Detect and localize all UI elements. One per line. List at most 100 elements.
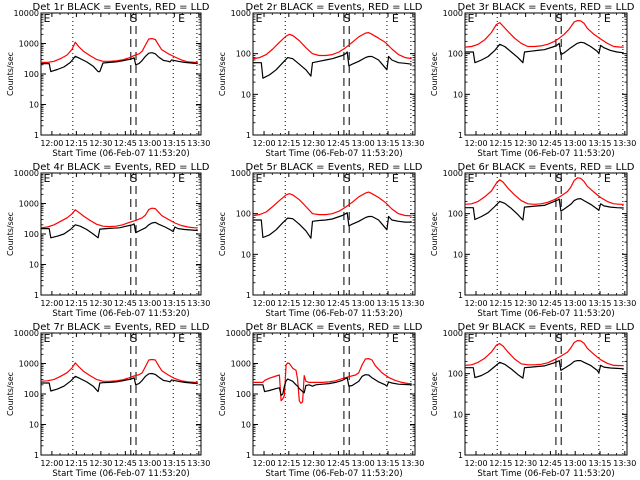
- panel-8-ytick-label: 100: [236, 390, 251, 399]
- panel-4-xtick-label: 13:00: [138, 299, 161, 308]
- panel-2-series-events: [253, 51, 412, 79]
- panel-2-title: Det 2r BLACK = Events, RED = LLD: [246, 2, 423, 13]
- panel-8-ytick-label: 10000: [226, 329, 251, 338]
- panel-3-frame: [464, 12, 628, 136]
- panel-4-title: Det 4r BLACK = Events, RED = LLD: [33, 162, 210, 173]
- panel-4-xtick-label: 12:00: [40, 299, 63, 308]
- panel-7-ytick-label: 10000: [14, 329, 39, 338]
- panel-9-series-lld: [464, 340, 624, 367]
- panel-5-marker-e-right: E: [392, 172, 399, 185]
- panel-9-xtick-label: 13:30: [613, 459, 636, 468]
- panel-5-series-lld: [252, 191, 412, 217]
- panel-2-marker-e-right: E: [392, 12, 399, 25]
- panel-9-ytick-label: 1000: [443, 329, 463, 338]
- panel-8-xtick-label: 12:00: [252, 459, 275, 468]
- panel-8-marker-s: S: [344, 332, 351, 345]
- panel-7-ylabel: Counts/sec: [6, 372, 15, 416]
- panel-9-xtick-label: 13:15: [588, 459, 611, 468]
- panel-4-ytick-label: 10000: [14, 169, 39, 178]
- panel-2-ytick-label: 1: [246, 131, 251, 140]
- panel-2-xtick-label: 13:30: [401, 139, 424, 148]
- panel-1-series-lld: [41, 37, 198, 64]
- panel-8-xtick-label: 13:15: [376, 459, 399, 468]
- panel-9-marker-e-left: E: [467, 332, 474, 345]
- panel-6-marker-s: S: [556, 172, 563, 185]
- panel-5-xtick-label: 13:00: [352, 299, 375, 308]
- panel-6-ytick-label: 1: [458, 291, 463, 300]
- panel-7-series-lld: [40, 358, 198, 383]
- panel-9-frame: [464, 332, 628, 456]
- panel-2-ytick-label: 1000: [231, 9, 251, 18]
- panel-1-series-events: [41, 52, 198, 73]
- panel-3-series-events: [465, 41, 624, 64]
- panel-2-xtick-label: 13:15: [376, 139, 399, 148]
- panel-3-ylabel: Counts/sec: [430, 52, 439, 96]
- panel-1-xtick-label: 13:00: [138, 139, 161, 148]
- panel-4-ytick-label: 100: [24, 230, 39, 239]
- panel-8-title: Det 8r BLACK = Events, RED = LLD: [246, 322, 423, 333]
- panel-4-ytick-label: 10: [29, 261, 39, 270]
- panel-5-xtick-label: 12:30: [302, 299, 325, 308]
- panel-5-xtick-label: 12:45: [327, 299, 350, 308]
- panel-1-ytick-label: 10: [29, 101, 39, 110]
- panel-7-xtick-label: 13:30: [187, 459, 210, 468]
- panel-8-marker-e-right: E: [392, 332, 399, 345]
- panel-2-ylabel: Counts/sec: [218, 52, 227, 96]
- panel-1-xtick-label: 12:15: [65, 139, 88, 148]
- panel-8-xlabel: Start Time (06-Feb-07 11:53:20): [265, 469, 402, 479]
- panel-3-xtick-label: 12:45: [539, 139, 562, 148]
- panel-8-xtick-label: 13:30: [401, 459, 424, 468]
- panel-7-ytick-label: 1000: [19, 360, 39, 369]
- panel-8-ytick-label: 1000: [231, 360, 251, 369]
- panel-5-xtick-label: 12:15: [277, 299, 300, 308]
- panel-1-xlabel: Start Time (06-Feb-07 11:53:20): [52, 149, 189, 159]
- panel-3-xtick-label: 12:30: [514, 139, 537, 148]
- panel-6-xtick-label: 12:00: [464, 299, 487, 308]
- panel-1-xtick-label: 12:30: [89, 139, 112, 148]
- panel-3-ytick-label: 1: [458, 131, 463, 140]
- panel-7-frame: [40, 332, 202, 456]
- panel-6-xtick-label: 12:30: [514, 299, 537, 308]
- panel-2-ytick-label: 10: [241, 90, 251, 99]
- panel-3-xlabel: Start Time (06-Feb-07 11:53:20): [477, 149, 614, 159]
- panel-1-xtick-label: 12:00: [40, 139, 63, 148]
- panel-7-xtick-label: 13:15: [163, 459, 186, 468]
- panel-5-title: Det 5r BLACK = Events, RED = LLD: [246, 162, 423, 173]
- panel-3-title: Det 3r BLACK = Events, RED = LLD: [458, 2, 635, 13]
- panel-5-frame: [252, 172, 416, 296]
- panel-2-xtick-label: 12:45: [327, 139, 350, 148]
- panel-4-marker-s: S: [130, 172, 137, 185]
- panel-7-ytick-label: 1: [34, 451, 39, 460]
- panel-5-xtick-label: 13:30: [401, 299, 424, 308]
- panel-5-xtick-label: 13:15: [376, 299, 399, 308]
- panel-1-xtick-label: 12:45: [114, 139, 137, 148]
- panel-6-xtick-label: 13:00: [564, 299, 587, 308]
- panel-6-frame: [464, 172, 628, 296]
- panel-2-xtick-label: 12:30: [302, 139, 325, 148]
- panel-5-ytick-label: 1000: [231, 169, 251, 178]
- panel-4-xlabel: Start Time (06-Feb-07 11:53:20): [52, 309, 189, 319]
- panel-5-ytick-label: 10: [241, 250, 251, 259]
- panel-1-ytick-label: 10000: [14, 9, 39, 18]
- panel-2-series-lld: [252, 31, 412, 60]
- panel-7-marker-e-right: E: [178, 332, 185, 345]
- panel-6-title: Det 6r BLACK = Events, RED = LLD: [458, 162, 635, 173]
- panel-2-ytick-label: 100: [236, 50, 251, 59]
- panel-4-frame: [40, 172, 202, 296]
- panel-7-title: Det 7r BLACK = Events, RED = LLD: [33, 322, 210, 333]
- panel-3-ytick-label: 10: [453, 90, 463, 99]
- panel-9-xtick-label: 12:00: [464, 459, 487, 468]
- panel-4-series-lld: [40, 207, 198, 229]
- panel-6-ytick-label: 1000: [443, 169, 463, 178]
- panel-4-ylabel: Counts/sec: [6, 212, 15, 256]
- panel-8-marker-e-left: E: [255, 332, 262, 345]
- panel-1-marker-e-left: E: [43, 12, 50, 25]
- panel-1-title: Det 1r BLACK = Events, RED = LLD: [33, 2, 210, 13]
- panel-4-ytick-label: 1: [34, 291, 39, 300]
- panel-3-xtick-label: 13:15: [588, 139, 611, 148]
- panel-6-ytick-label: 10: [453, 250, 463, 259]
- panel-3-ytick-label: 1000: [443, 9, 463, 18]
- panel-9-xtick-label: 13:00: [564, 459, 587, 468]
- panel-2-xtick-label: 13:00: [352, 139, 375, 148]
